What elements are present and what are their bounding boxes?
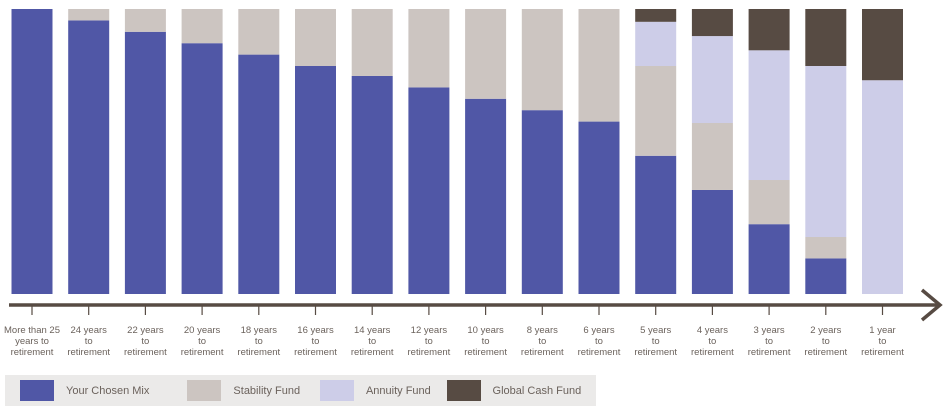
legend-label: Global Cash Fund — [492, 384, 582, 397]
legend-swatch — [187, 380, 222, 401]
bar-segment — [408, 9, 450, 88]
bar-segment — [578, 121, 620, 294]
bar-segment — [805, 258, 847, 295]
x-tick-label: 8 years to retirement — [521, 325, 564, 358]
legend-swatch — [446, 380, 481, 401]
x-tick-label: 4 years to retirement — [691, 325, 734, 358]
bar-segment — [805, 237, 847, 259]
bar-segment — [124, 9, 166, 32]
legend-swatch — [20, 380, 54, 401]
bar-segment — [691, 123, 733, 190]
bar-segment — [521, 110, 563, 294]
bar-segment — [295, 66, 336, 294]
legend-label: Stability Fund — [233, 384, 301, 397]
bar-segment — [862, 80, 903, 294]
bar-segment — [748, 9, 790, 51]
legend: Your Chosen Mix Stability Fund Annuity Fun… — [5, 375, 596, 406]
bar-segment — [68, 9, 110, 21]
bar-segment — [181, 9, 223, 44]
x-tick-label: 12 years to retirement — [408, 325, 451, 358]
bar-segment — [238, 54, 280, 294]
bar-segment — [351, 75, 393, 294]
x-tick-label: 14 years to retirement — [351, 325, 394, 358]
legend-item: Annuity Fund — [319, 375, 447, 406]
bar-segment — [635, 9, 677, 22]
bar-segment — [691, 36, 733, 123]
bar-segment — [408, 87, 450, 295]
bar-segment — [68, 20, 110, 295]
bar-segment — [635, 21, 677, 66]
x-tick-label: 5 years to retirement — [634, 325, 677, 358]
bar-segment — [635, 155, 677, 294]
x-tick-label: 1 year to retirement — [861, 325, 904, 358]
x-tick-label: 2 years to retirement — [804, 325, 847, 358]
legend-label: Annuity Fund — [365, 384, 431, 397]
bar-segment — [295, 9, 336, 66]
legend-item: Your Chosen Mix — [5, 375, 187, 406]
bar-segment — [805, 66, 847, 237]
x-tick-label: 24 years to retirement — [67, 325, 110, 358]
bar-segment — [691, 189, 733, 294]
x-tick-label: 10 years to retirement — [464, 325, 507, 358]
x-tick-label: 20 years to retirement — [181, 325, 224, 358]
x-tick-label: 3 years to retirement — [748, 325, 791, 358]
legend-swatch — [319, 380, 354, 401]
bar-segment — [805, 9, 847, 66]
x-tick-label: 18 years to retirement — [237, 325, 280, 358]
x-tick-label: More than 25 years to retirement — [4, 325, 60, 358]
bar-segment — [351, 9, 393, 76]
bar-segment — [465, 98, 507, 295]
bar-segment — [862, 9, 903, 81]
bar-segment — [748, 50, 790, 181]
bar-segment — [11, 9, 53, 294]
x-tick-label: 6 years to retirement — [578, 325, 621, 358]
x-axis-arrowhead — [920, 288, 943, 322]
bar-segment — [635, 66, 677, 156]
bar-segment — [238, 9, 280, 55]
bar-segment — [578, 9, 620, 122]
legend-item: Stability Fund — [187, 375, 320, 406]
bar-segment — [124, 31, 166, 295]
x-tick-label: 16 years to retirement — [294, 325, 337, 358]
bar-segment — [465, 9, 507, 99]
bar-segment — [691, 9, 733, 37]
bar-segment — [748, 180, 790, 225]
x-tick-label: 22 years to retirement — [124, 325, 167, 358]
bar-segment — [521, 9, 563, 111]
bar-segment — [181, 43, 223, 295]
bar-segment — [748, 224, 790, 295]
legend-item: Global Cash Fund — [446, 375, 596, 406]
legend-label: Your Chosen Mix — [66, 384, 150, 397]
